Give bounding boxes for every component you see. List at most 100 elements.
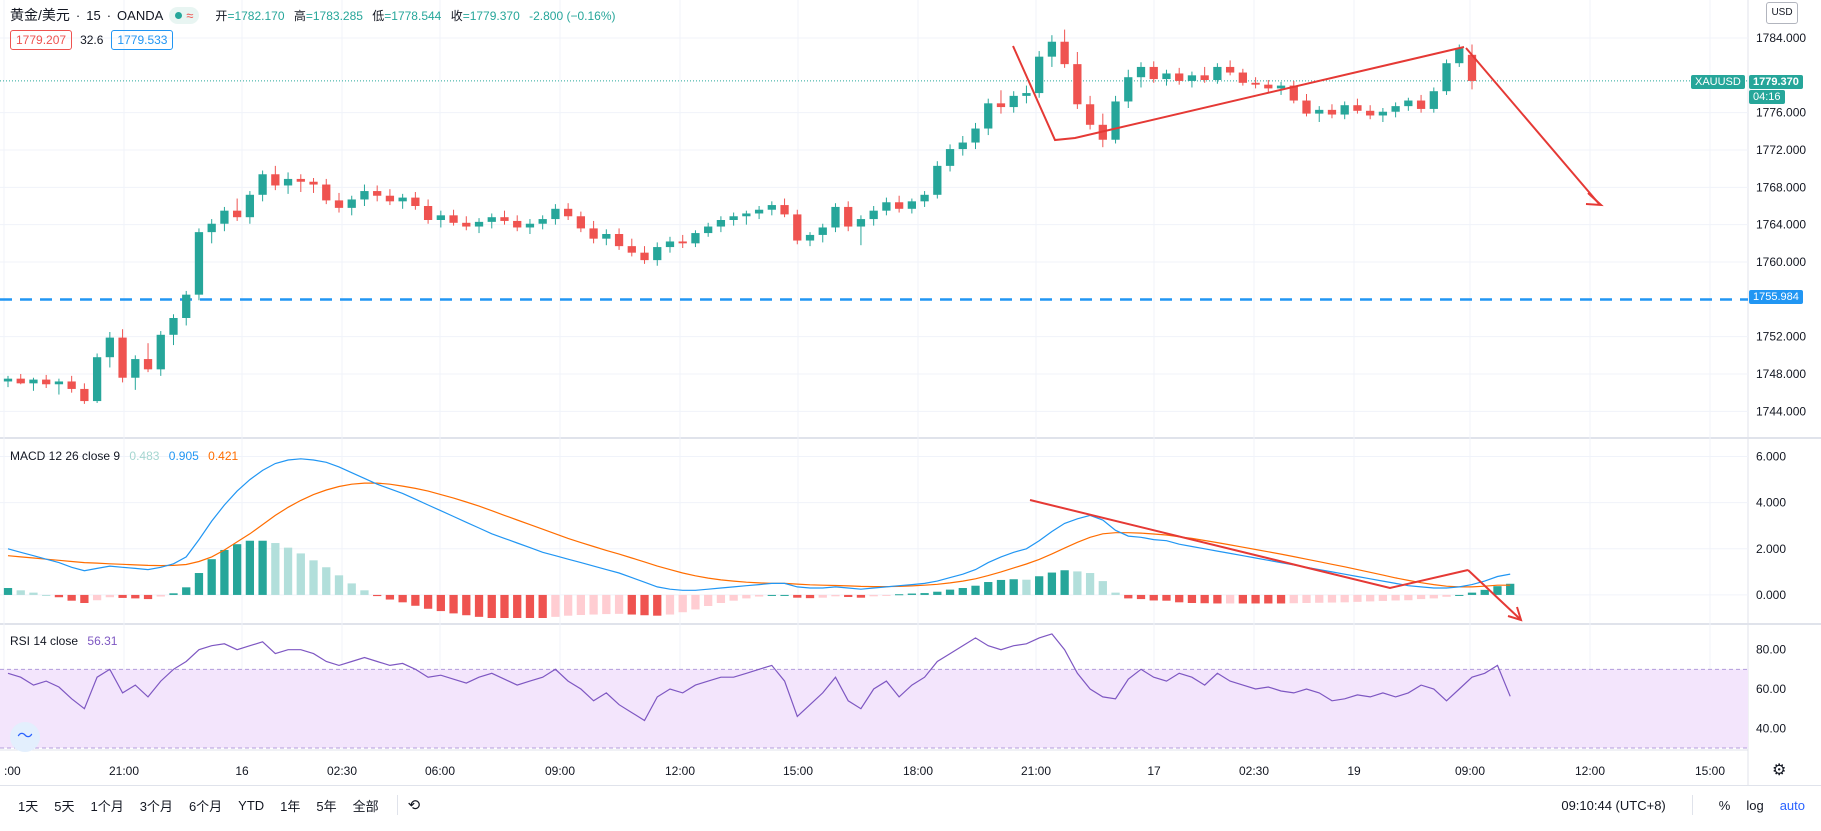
macd-arrow-head[interactable]: [1507, 606, 1523, 622]
candle-body[interactable]: [1366, 110, 1375, 116]
candle-body[interactable]: [220, 210, 229, 224]
rsi-pane[interactable]: [7, 633, 1511, 722]
candle-body[interactable]: [1353, 105, 1362, 111]
candle-body[interactable]: [347, 199, 356, 208]
candle-body[interactable]: [1060, 41, 1069, 65]
candle-body[interactable]: [780, 205, 789, 215]
candle-body[interactable]: [754, 209, 764, 214]
candle-body[interactable]: [971, 128, 980, 143]
percent-scale-button[interactable]: %: [1718, 797, 1731, 813]
candle-body[interactable]: [653, 247, 662, 261]
candle-body[interactable]: [169, 318, 178, 335]
symbol-name[interactable]: 黄金/美元: [10, 7, 70, 23]
candle-body[interactable]: [525, 223, 535, 228]
interval[interactable]: 15: [86, 7, 101, 23]
candle-body[interactable]: [1251, 82, 1260, 85]
candle-body[interactable]: [207, 223, 216, 233]
candle-body[interactable]: [1124, 77, 1133, 102]
replay-icon[interactable]: ⟲: [407, 797, 421, 814]
candle-body[interactable]: [513, 220, 522, 228]
candle-body[interactable]: [309, 181, 318, 185]
candle-body[interactable]: [920, 194, 929, 202]
candle-body[interactable]: [487, 217, 496, 222]
candle-body[interactable]: [882, 202, 891, 211]
candle-body[interactable]: [245, 194, 255, 218]
candle-body[interactable]: [1404, 100, 1413, 107]
log-scale-button[interactable]: log: [1746, 797, 1764, 813]
candle-body[interactable]: [831, 206, 840, 228]
candle-body[interactable]: [767, 205, 776, 210]
candle-body[interactable]: [805, 234, 815, 241]
range-1m-button[interactable]: 1个月: [90, 798, 124, 814]
candle-body[interactable]: [1238, 72, 1247, 83]
candle-body[interactable]: [271, 174, 280, 186]
candle-body[interactable]: [589, 228, 598, 239]
candle-body[interactable]: [1187, 75, 1197, 81]
candle-body[interactable]: [1111, 101, 1120, 140]
candle-body[interactable]: [67, 381, 76, 389]
candle-body[interactable]: [1136, 66, 1146, 78]
candle-body[interactable]: [1378, 111, 1388, 116]
candle-body[interactable]: [194, 232, 204, 295]
candle-body[interactable]: [716, 220, 726, 227]
candle-body[interactable]: [385, 195, 395, 202]
range-6m-button[interactable]: 6个月: [188, 798, 223, 814]
candle-body[interactable]: [80, 388, 89, 402]
range-5y-button[interactable]: 5年: [316, 798, 337, 814]
candles[interactable]: [3, 29, 1477, 404]
candle-body[interactable]: [894, 202, 904, 209]
candle-body[interactable]: [614, 234, 624, 247]
candle-body[interactable]: [551, 208, 560, 220]
candle-body[interactable]: [54, 381, 64, 385]
candle-body[interactable]: [296, 178, 305, 182]
candle-body[interactable]: [1035, 56, 1044, 94]
candle-body[interactable]: [538, 219, 547, 224]
candle-body[interactable]: [283, 178, 293, 186]
candle-body[interactable]: [627, 246, 636, 253]
candle-body[interactable]: [1022, 93, 1031, 96]
macd-trend-line[interactable]: [1029, 499, 1469, 590]
candle-body[interactable]: [29, 379, 38, 384]
candle-body[interactable]: [1162, 73, 1171, 80]
candle-body[interactable]: [691, 233, 700, 244]
macd-legend[interactable]: MACD 12 26 close 9 0.483 0.905 0.421: [10, 449, 238, 463]
range-1d-button[interactable]: 1天: [18, 798, 39, 814]
candle-body[interactable]: [105, 337, 114, 358]
range-3m-button[interactable]: 3个月: [139, 798, 173, 814]
candle-body[interactable]: [42, 379, 51, 385]
candle-body[interactable]: [1416, 100, 1426, 109]
candle-body[interactable]: [564, 208, 573, 217]
candle-body[interactable]: [398, 197, 407, 202]
candle-body[interactable]: [1149, 66, 1158, 80]
candle-body[interactable]: [996, 103, 1006, 108]
candle-body[interactable]: [907, 201, 916, 209]
candle-body[interactable]: [118, 337, 127, 378]
candle-body[interactable]: [423, 206, 433, 220]
range-1y-button[interactable]: 1年: [280, 798, 301, 814]
candle-body[interactable]: [322, 184, 331, 201]
auto-scale-button[interactable]: auto: [1779, 797, 1805, 813]
candle-body[interactable]: [16, 378, 25, 384]
candle-body[interactable]: [373, 191, 382, 196]
candle-body[interactable]: [143, 359, 153, 370]
candle-body[interactable]: [131, 359, 140, 378]
candle-body[interactable]: [3, 378, 13, 382]
candle-body[interactable]: [1455, 48, 1464, 64]
candle-body[interactable]: [1442, 63, 1451, 92]
candle-body[interactable]: [1200, 75, 1209, 80]
candle-body[interactable]: [704, 226, 713, 234]
candle-body[interactable]: [1302, 100, 1311, 114]
candle-body[interactable]: [793, 214, 802, 241]
price-arrow-line[interactable]: [1465, 47, 1601, 206]
candle-body[interactable]: [1327, 109, 1337, 115]
candle-body[interactable]: [844, 206, 853, 227]
candle-body[interactable]: [729, 216, 738, 220]
candle-body[interactable]: [1429, 91, 1438, 109]
candle-body[interactable]: [436, 215, 445, 220]
rsi-legend[interactable]: RSI 14 close 56.31: [10, 634, 117, 648]
candle-body[interactable]: [1340, 105, 1349, 115]
price-trend-line[interactable]: [1012, 45, 1465, 142]
candle-body[interactable]: [1085, 104, 1095, 125]
candle-body[interactable]: [1047, 41, 1057, 57]
candle-body[interactable]: [984, 103, 993, 129]
